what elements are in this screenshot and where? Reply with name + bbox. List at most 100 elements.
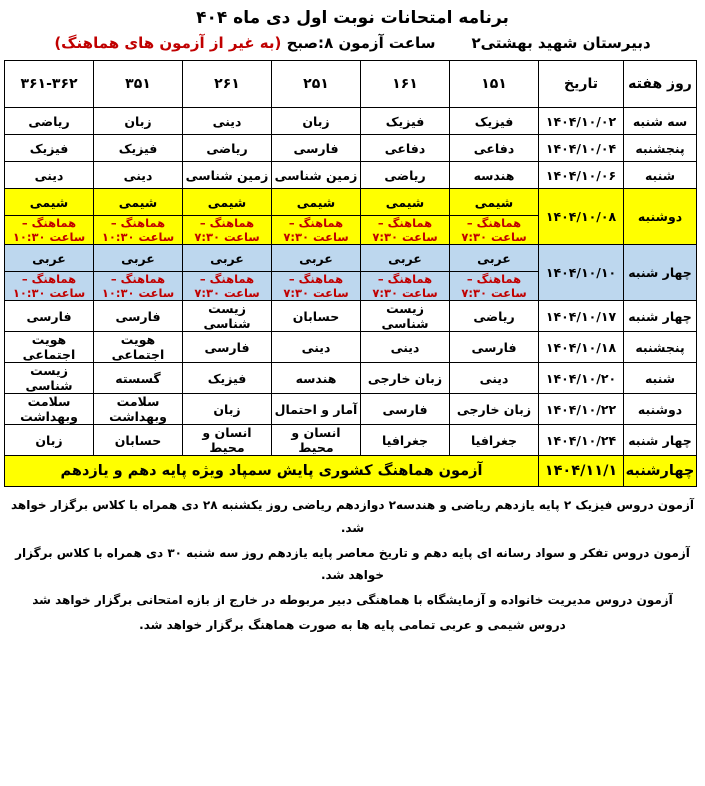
table-row: دوشنبه ۱۴۰۴/۱۰/۰۸ شیمی شیمی شیمی شیمی شی… xyxy=(4,188,697,245)
cell-day: چهار شنبه xyxy=(623,300,697,332)
cell-subject: حسابان xyxy=(93,424,183,456)
cell-subject: دینی xyxy=(4,161,94,189)
banner-cell-date: ۱۴۰۴/۱۱/۱ xyxy=(538,455,624,487)
cell-day: دوشنبه xyxy=(623,393,697,425)
cell-subject: زبان xyxy=(271,107,361,135)
cell-subject: عربی xyxy=(271,244,361,272)
table-subrow: هماهنگ – ساعت ۷:۳۰ هماهنگ – ساعت ۷:۳۰ هم… xyxy=(4,271,697,301)
cell-subject: گسسته xyxy=(93,362,183,394)
header-cell-161: ۱۶۱ xyxy=(360,60,450,108)
cell-exam-time: هماهنگ – ساعت ۷:۳۰ xyxy=(360,215,450,245)
cell-subject: زبان xyxy=(93,107,183,135)
cell-day: دوشنبه xyxy=(623,188,697,245)
cell-exam-time: هماهنگ – ساعت ۱۰:۳۰ xyxy=(93,215,183,245)
cell-subject: فیزیک xyxy=(182,362,272,394)
cell-subject: زبان xyxy=(4,424,94,456)
cell-subject: هندسه xyxy=(449,161,539,189)
cell-day: چهار شنبه xyxy=(623,424,697,456)
exam-table: روز هفته تاریخ ۱۵۱ ۱۶۱ ۲۵۱ ۲۶۱ ۳۵۱ ۳۶۱-۳… xyxy=(4,60,697,487)
cell-subject: شیمی xyxy=(93,188,183,216)
cell-subject: عربی xyxy=(182,244,272,272)
cell-date: ۱۴۰۴/۱۰/۱۸ xyxy=(538,331,624,363)
cell-day: سه شنبه xyxy=(623,107,697,135)
cell-subject: شیمی xyxy=(449,188,539,216)
header-cell-day: روز هفته xyxy=(623,60,697,108)
cell-date: ۱۴۰۴/۱۰/۲۰ xyxy=(538,362,624,394)
school-name: دبیرستان شهید بهشتی۲ xyxy=(471,34,651,52)
table-row: دوشنبه ۱۴۰۴/۱۰/۲۲ زبان خارجی فارسی آمار … xyxy=(4,393,697,425)
cell-subject: هویت اجتماعی xyxy=(4,331,94,363)
table-body: سه شنبه ۱۴۰۴/۱۰/۰۲ فیزیک فیزیک زبان دینی… xyxy=(4,107,697,487)
cell-subject: فیزیک xyxy=(93,134,183,162)
header-cell-361-362: ۳۶۱-۳۶۲ xyxy=(4,60,94,108)
cell-subject: ریاضی xyxy=(4,107,94,135)
cell-subject: آمار و احتمال xyxy=(271,393,361,425)
cell-subject: زبان xyxy=(182,393,272,425)
table-head: روز هفته تاریخ ۱۵۱ ۱۶۱ ۲۵۱ ۲۶۱ ۳۵۱ ۳۶۱-۳… xyxy=(4,60,697,108)
table-row: چهار شنبه ۱۴۰۴/۱۰/۱۰ عربی عربی عربی عربی… xyxy=(4,244,697,301)
cell-subject: عربی xyxy=(93,244,183,272)
cell-exam-time: هماهنگ – ساعت ۷:۳۰ xyxy=(360,271,450,301)
cell-subject: زیست شناسی xyxy=(182,300,272,332)
cell-subject: زیست شناسی xyxy=(360,300,450,332)
cell-date: ۱۴۰۴/۱۰/۰۸ xyxy=(538,188,624,245)
cell-subject: زبان خارجی xyxy=(360,362,450,394)
cell-subject: فارسی xyxy=(449,331,539,363)
cell-subject: سلامت وبهداشت xyxy=(93,393,183,425)
cell-subject: جغرافیا xyxy=(360,424,450,456)
cell-exam-time: هماهنگ – ساعت ۷:۳۰ xyxy=(182,271,272,301)
banner-cell-text: آزمون هماهنگ کشوری پایش سمپاد ویژه پایه … xyxy=(4,455,539,487)
table-row: چهار شنبه ۱۴۰۴/۱۰/۱۷ ریاضی زیست شناسی حس… xyxy=(4,300,697,332)
cell-date: ۱۴۰۴/۱۰/۰۶ xyxy=(538,161,624,189)
exam-time-group: ساعت آزمون ۸:صبح (به غیر از آزمون های هم… xyxy=(54,34,435,52)
cell-exam-time: هماهنگ – ساعت ۱۰:۳۰ xyxy=(4,271,94,301)
cell-exam-time: هماهنگ – ساعت ۷:۳۰ xyxy=(449,271,539,301)
cell-subject: دینی xyxy=(182,107,272,135)
cell-subject: عربی xyxy=(4,244,94,272)
header-cell-251: ۲۵۱ xyxy=(271,60,361,108)
note-item: دروس شیمی و عربی تمامی پایه ها به صورت ه… xyxy=(139,617,566,632)
cell-subject: زمین شناسی xyxy=(182,161,272,189)
note-item: آزمون دروس مدیریت خانواده و آزمایشگاه با… xyxy=(32,593,673,608)
header-cell-351: ۳۵۱ xyxy=(93,60,183,108)
cell-exam-time: هماهنگ – ساعت ۱۰:۳۰ xyxy=(93,271,183,301)
cell-subject: ریاضی xyxy=(360,161,450,189)
cell-subject: فارسی xyxy=(360,393,450,425)
cell-exam-time: هماهنگ – ساعت ۷:۳۰ xyxy=(182,215,272,245)
cell-day: شنبه xyxy=(623,161,697,189)
cell-subject: هویت اجتماعی xyxy=(93,331,183,363)
page-title: برنامه امتحانات نوبت اول دی ماه ۴۰۴ xyxy=(196,8,509,28)
table-row: شنبه ۱۴۰۴/۱۰/۲۰ دینی زبان خارجی هندسه فی… xyxy=(4,362,697,394)
header-cell-261: ۲۶۱ xyxy=(182,60,272,108)
cell-subject: فیزیک xyxy=(360,107,450,135)
cell-subject: دینی xyxy=(93,161,183,189)
cell-date: ۱۴۰۴/۱۰/۲۴ xyxy=(538,424,624,456)
cell-subject: حسابان xyxy=(271,300,361,332)
cell-subject: فارسی xyxy=(93,300,183,332)
cell-subject: فارسی xyxy=(182,331,272,363)
cell-subject: هندسه xyxy=(271,362,361,394)
table-header-row: روز هفته تاریخ ۱۵۱ ۱۶۱ ۲۵۱ ۲۶۱ ۳۵۱ ۳۶۱-۳… xyxy=(4,60,697,108)
cell-subject: شیمی xyxy=(182,188,272,216)
cell-subject: ریاضی xyxy=(182,134,272,162)
cell-day: پنجشنبه xyxy=(623,331,697,363)
table-row: پنجشنبه ۱۴۰۴/۱۰/۱۸ فارسی دینی دینی فارسی… xyxy=(4,331,697,363)
cell-exam-time: هماهنگ – ساعت ۷:۳۰ xyxy=(271,271,361,301)
cell-subject: زبان خارجی xyxy=(449,393,539,425)
cell-subject: دفاعی xyxy=(360,134,450,162)
cell-subject: زمین شناسی xyxy=(271,161,361,189)
cell-subject: جغرافیا xyxy=(449,424,539,456)
cell-day: چهار شنبه xyxy=(623,244,697,301)
table-row: پنجشنبه ۱۴۰۴/۱۰/۰۴ دفاعی دفاعی فارسی ریا… xyxy=(4,134,697,162)
exam-time: ساعت آزمون ۸:صبح xyxy=(286,34,436,52)
cell-subject: فارسی xyxy=(271,134,361,162)
banner-cell-day: چهارشنبه xyxy=(623,455,697,487)
cell-subject: دینی xyxy=(360,331,450,363)
cell-subject: عربی xyxy=(449,244,539,272)
cell-subject: فیزیک xyxy=(449,107,539,135)
cell-subject: دفاعی xyxy=(449,134,539,162)
cell-subject: ریاضی xyxy=(449,300,539,332)
cell-exam-time: هماهنگ – ساعت ۷:۳۰ xyxy=(271,215,361,245)
note-item: آزمون دروس تفکر و سواد رسانه ای پایه دهم… xyxy=(15,545,690,583)
